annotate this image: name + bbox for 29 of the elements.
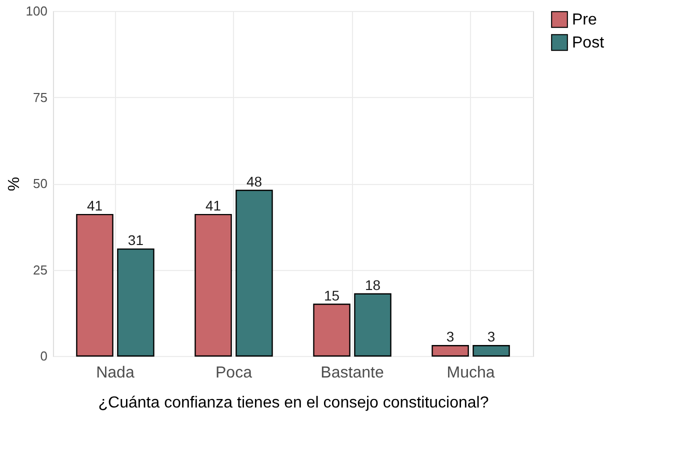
legend-label: Pre bbox=[572, 12, 597, 28]
data-label: 31 bbox=[128, 232, 144, 248]
bar bbox=[236, 190, 273, 357]
y-tick-label: 25 bbox=[33, 262, 48, 278]
bar bbox=[354, 293, 392, 357]
data-label: 15 bbox=[324, 287, 340, 304]
data-label: 18 bbox=[364, 276, 381, 293]
bar bbox=[432, 345, 469, 357]
x-tick-label: Bastante bbox=[320, 364, 384, 382]
y-tick-label: 0 bbox=[40, 348, 48, 364]
data-label: 41 bbox=[205, 198, 222, 214]
bar bbox=[472, 345, 510, 357]
x-tick-label: Nada bbox=[96, 364, 134, 382]
data-label: 48 bbox=[246, 173, 262, 190]
data-label: 3 bbox=[446, 328, 454, 345]
legend-label: Post bbox=[572, 34, 605, 52]
x-axis-title: ¿Cuánta confianza tienes en el consejo constitucional? bbox=[98, 394, 489, 412]
y-tick-label: 50 bbox=[33, 176, 48, 191]
bar bbox=[194, 214, 232, 357]
bar bbox=[117, 248, 154, 357]
data-label: 41 bbox=[86, 198, 103, 214]
y-tick-label: 100 bbox=[26, 4, 48, 18]
bar bbox=[76, 214, 114, 357]
y-axis-title: % bbox=[6, 176, 23, 192]
data-label: 3 bbox=[487, 328, 496, 345]
y-tick-label: 75 bbox=[33, 90, 48, 105]
x-tick-label: Poca bbox=[216, 364, 252, 382]
bar bbox=[313, 304, 350, 357]
x-tick-label: Mucha bbox=[446, 364, 495, 382]
